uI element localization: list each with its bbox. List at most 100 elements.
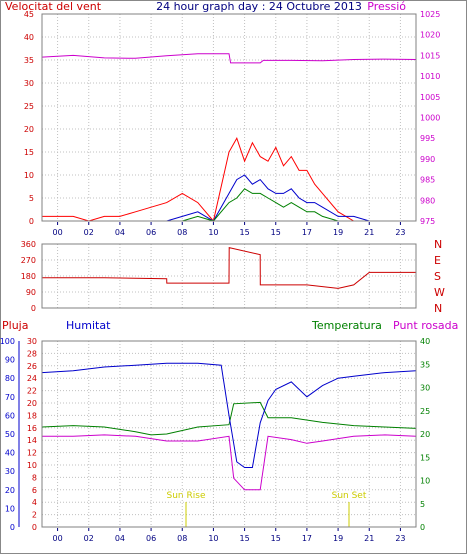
humidity-axis-tick-label: 60 — [5, 411, 15, 420]
humidity-panel-x-tick-label: 23 — [395, 534, 405, 543]
rain-axis-tick-label: 10 — [27, 461, 37, 470]
rain-axis-tick-label: 18 — [27, 411, 37, 420]
humidity-axis-tick-label: 0 — [10, 523, 15, 532]
wind-panel-x-tick-label: 23 — [395, 228, 405, 237]
humidity-axis-tick-label: 100 — [0, 337, 15, 346]
wind-panel-x-tick-label: 10 — [208, 228, 218, 237]
wind-panel-x-tick-label: 15 — [271, 228, 281, 237]
rain-axis-tick-label: 28 — [27, 349, 37, 358]
humidity-axis-tick-label: 80 — [5, 374, 15, 383]
pressure-axis-tick-label: 1005 — [420, 93, 440, 102]
wind-panel-x-tick-label: 02 — [84, 228, 94, 237]
wind-speed-axis-tick-label: 5 — [29, 194, 34, 203]
humidity-axis-tick-label: 30 — [5, 467, 15, 476]
humidity-axis-tick-label: 20 — [5, 486, 15, 495]
sun-set-label: Sun Set — [332, 491, 367, 501]
humidity-axis-tick-label: 50 — [5, 430, 15, 439]
humidity-panel-x-tick-label: 19 — [333, 534, 343, 543]
humidity-panel-x-tick-label: 15 — [239, 534, 249, 543]
rain-axis-tick-label: 6 — [32, 486, 37, 495]
rain-axis-tick-label: 22 — [27, 387, 37, 396]
temperature-axis-tick-label: 35 — [420, 360, 430, 369]
wind-speed-axis-tick-label: 15 — [24, 148, 34, 157]
wind-speed-label: Velocitat del vent — [5, 0, 102, 13]
direction-panel-frame — [41, 243, 417, 309]
wind-panel-x-tick-label: 19 — [333, 228, 343, 237]
rain-axis-tick-label: 2 — [32, 511, 37, 520]
rain-axis-tick-label: 12 — [27, 449, 37, 458]
rain-axis-tick-label: 4 — [32, 498, 37, 507]
compass-label: S — [434, 270, 441, 283]
temperature-axis-tick-label: 40 — [420, 337, 430, 346]
wind-speed-axis-tick-label: 25 — [24, 102, 34, 111]
pressure-axis-tick-label: 1015 — [420, 51, 440, 60]
humidity-line — [41, 362, 417, 468]
humidity-panel-x-tick-label: 10 — [208, 534, 218, 543]
pressure-axis-tick-label: 990 — [420, 155, 435, 164]
direction-axis-tick-label: 180 — [21, 272, 36, 281]
rain-axis-tick-label: 30 — [27, 337, 37, 346]
legend-punt-rosada: Punt rosada — [393, 319, 458, 332]
wind-speed-axis-tick-label: 35 — [24, 56, 34, 65]
wind-speed-avg-line — [42, 174, 416, 222]
rain-axis-tick-label: 20 — [27, 399, 37, 408]
wind-panel-x-tick-label: 06 — [146, 228, 156, 237]
temperature-axis-tick-label: 5 — [420, 500, 425, 509]
pressure-line — [41, 53, 417, 64]
chart-title: 24 hour graph day : 24 Octubre 2013 — [156, 0, 362, 13]
pressure-axis-tick-label: 995 — [420, 134, 435, 143]
wind-speed-axis-tick-label: 20 — [24, 125, 34, 134]
temperature-axis-tick-label: 0 — [420, 523, 425, 532]
pressure-axis-tick-label: 980 — [420, 196, 435, 205]
pressure-axis-tick-label: 1000 — [420, 114, 440, 123]
pressure-label: Pressió — [367, 0, 406, 13]
pressure-axis-tick-label: 985 — [420, 176, 435, 185]
pressure-axis-tick-label: 1025 — [420, 10, 440, 19]
humidity-axis-tick-label: 40 — [5, 449, 15, 458]
humidity-panel-x-tick-label: 02 — [84, 534, 94, 543]
rain-axis-tick-label: 16 — [27, 424, 37, 433]
pressure-axis-tick-label: 1010 — [420, 72, 440, 81]
legend-humitat: Humitat — [66, 319, 111, 332]
direction-axis-tick-label: 90 — [26, 288, 36, 297]
wind-panel-x-tick-label: 08 — [177, 228, 187, 237]
wind-panel-x-tick-label: 17 — [302, 228, 312, 237]
compass-label: N — [434, 238, 442, 251]
humidity-panel-x-tick-label: 08 — [177, 534, 187, 543]
wind-panel-x-tick-label: 15 — [239, 228, 249, 237]
rain-axis-tick-label: 14 — [27, 436, 37, 445]
wind-panel-frame — [41, 13, 417, 222]
dew-point-line — [42, 434, 417, 491]
wind-panel-x-tick-label: 04 — [115, 228, 125, 237]
wind-panel-x-tick-label: 00 — [52, 228, 62, 237]
pressure-axis-tick-label: 1020 — [420, 31, 440, 40]
wind-speed-axis-tick-label: 0 — [29, 217, 34, 226]
temperature-axis-tick-label: 30 — [420, 384, 430, 393]
direction-axis-tick-label: 0 — [31, 304, 36, 313]
wind-speed-axis-tick-label: 30 — [24, 79, 34, 88]
humidity-panel-x-tick-label: 17 — [302, 534, 312, 543]
wind-speed-axis-tick-label: 10 — [24, 171, 34, 180]
rain-axis-tick-label: 26 — [27, 362, 37, 371]
humidity-panel-frame — [41, 340, 417, 528]
temperature-axis-tick-label: 25 — [420, 407, 430, 416]
direction-axis-tick-label: 270 — [21, 256, 36, 265]
wind-speed-axis-tick-label: 45 — [24, 10, 34, 19]
compass-label: E — [434, 254, 441, 267]
pressure-axis-tick-label: 975 — [420, 217, 435, 226]
temperature-line — [41, 401, 417, 436]
wind-direction-line — [42, 246, 416, 289]
humidity-panel-x-tick-label: 15 — [271, 534, 281, 543]
legend-temperatura: Temperatura — [311, 319, 382, 332]
compass-label: N — [434, 302, 442, 315]
direction-axis-tick-label: 360 — [21, 240, 36, 249]
wind-speed-gust-line — [42, 136, 416, 223]
wind-speed-low-line — [42, 188, 416, 222]
wind-panel-x-tick-label: 21 — [364, 228, 374, 237]
rain-axis-tick-label: 24 — [27, 374, 37, 383]
humidity-axis-tick-label: 70 — [5, 393, 15, 402]
humidity-axis-tick-label: 90 — [5, 356, 15, 365]
